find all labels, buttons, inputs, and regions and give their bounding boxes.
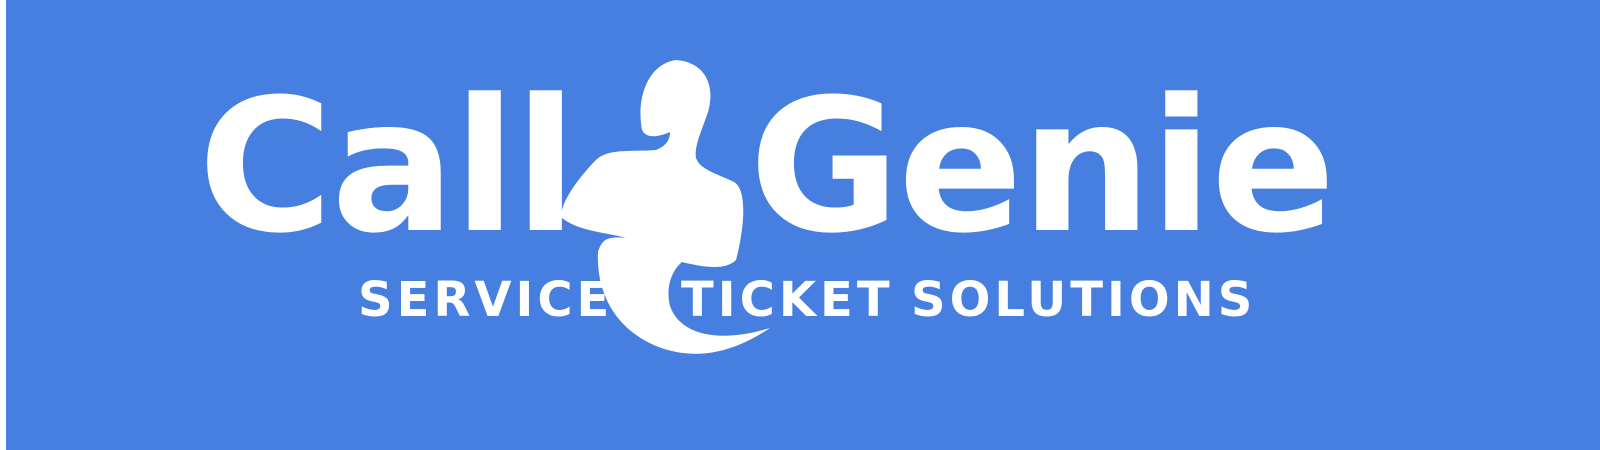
logo-word-genie: Genie	[749, 60, 1336, 274]
genie-silhouette-icon	[561, 60, 770, 354]
tagline-word-solutions: SOLUTIONS	[911, 272, 1257, 328]
logo-banner: Call Genie SERVICE TICKET SOLUTIONS	[6, 0, 1600, 450]
logo-word-call: Call	[198, 60, 577, 274]
tagline-word-service: SERVICE	[358, 272, 614, 328]
genie-body-shape	[561, 60, 770, 354]
tagline-word-ticket: TICKET	[681, 272, 894, 328]
